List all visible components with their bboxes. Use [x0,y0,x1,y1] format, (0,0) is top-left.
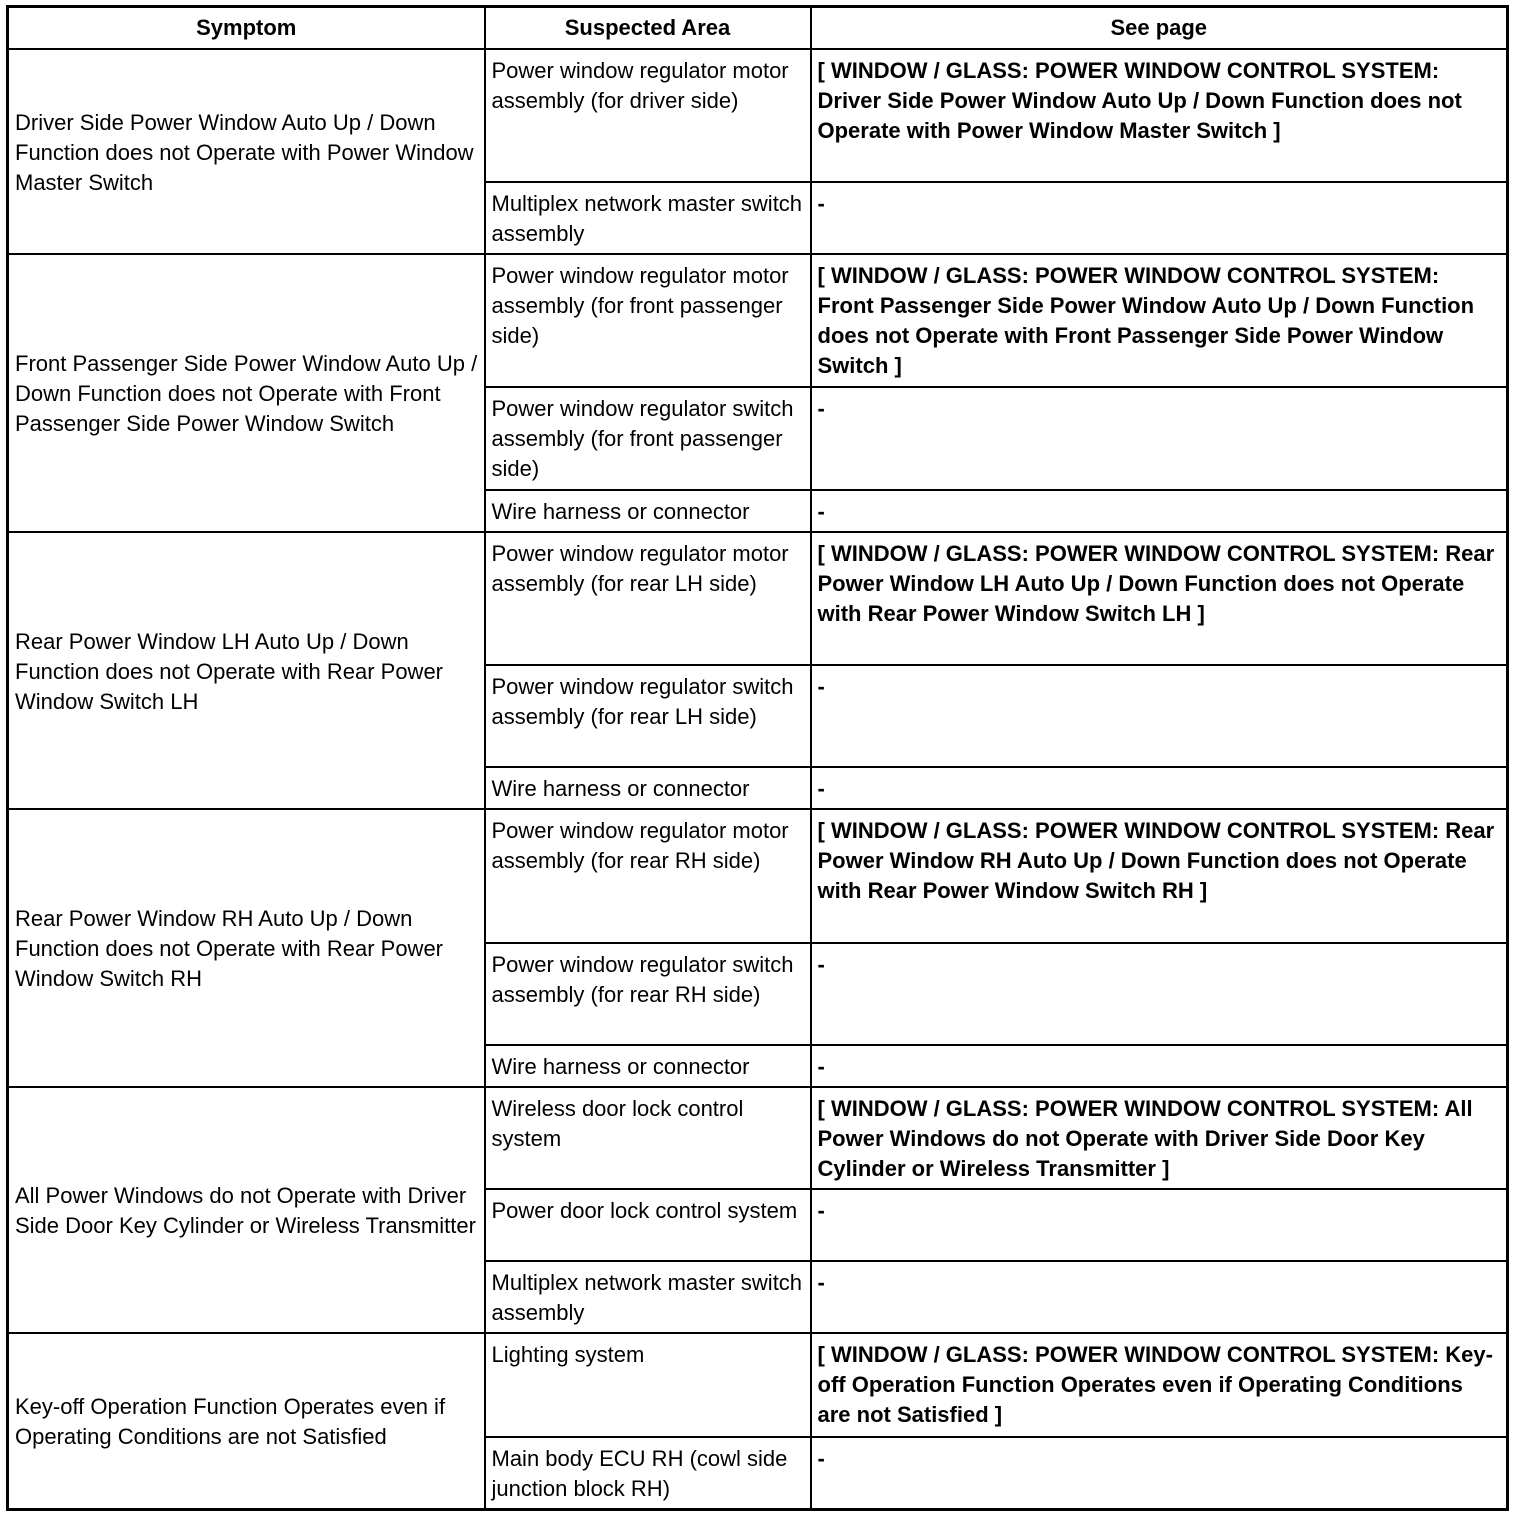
see-page-cell: - [809,1044,1509,1088]
table-row: Wire harness or connector - [8,489,1509,533]
suspected-area-cell: Power window regulator motor assembly (f… [483,531,812,666]
symptom-cell: Front Passenger Side Power Window Auto U… [6,253,486,533]
table-row: Front Passenger Side Power Window Auto U… [6,253,1509,533]
suspected-area-cell: Wire harness or connector [483,1044,812,1088]
troubleshooting-table: Symptom Suspected Area See page Driver S… [6,5,1509,1511]
see-page-cell: - [809,489,1509,533]
suspected-area-cell: Main body ECU RH (cowl side junction blo… [483,1436,812,1511]
table-row: Rear Power Window LH Auto Up / Down Func… [6,531,1509,810]
suspected-area-cell: Power window regulator motor assembly (f… [483,48,812,183]
symptom-cell: All Power Windows do not Operate with Dr… [6,1086,486,1334]
table-row: All Power Windows do not Operate with Dr… [6,1086,1509,1334]
suspected-area-cell: Multiplex network master switch assembly [483,1260,812,1334]
table-row: Power window regulator switch assembly (… [8,664,1509,768]
table-row: Multiplex network master switch assembly… [8,1260,1509,1334]
table-row: Wire harness or connector - [8,1044,1509,1088]
see-page-cell[interactable]: [ WINDOW / GLASS: POWER WINDOW CONTROL S… [809,531,1509,666]
suspected-area-cell: Wireless door lock control system [483,1086,812,1190]
see-page-cell[interactable]: [ WINDOW / GLASS: POWER WINDOW CONTROL S… [809,808,1509,944]
suspected-area-cell: Power window regulator switch assembly (… [483,664,812,768]
suspected-area-cell: Multiplex network master switch assembly [483,181,812,255]
header-suspected-area: Suspected Area [483,5,812,50]
header-symptom: Symptom [6,5,486,50]
see-page-cell: - [809,942,1509,1046]
suspected-area-cell: Wire harness or connector [483,766,812,810]
see-page-cell[interactable]: [ WINDOW / GLASS: POWER WINDOW CONTROL S… [809,253,1509,388]
see-page-cell[interactable]: [ WINDOW / GLASS: POWER WINDOW CONTROL S… [809,1086,1509,1190]
suspected-area-cell: Lighting system [483,1332,812,1438]
header-row: Symptom Suspected Area See page [6,5,1509,50]
table-row: Key-off Operation Function Operates even… [6,1332,1509,1511]
see-page-cell: - [809,1260,1509,1334]
table-row: Power door lock control system - [8,1188,1509,1262]
see-page-cell: - [809,1188,1509,1262]
suspected-area-cell: Wire harness or connector [483,489,812,533]
symptom-cell: Rear Power Window LH Auto Up / Down Func… [6,531,486,810]
see-page-cell[interactable]: [ WINDOW / GLASS: POWER WINDOW CONTROL S… [809,1332,1509,1438]
suspected-area-cell: Power window regulator switch assembly (… [483,386,812,491]
symptom-cell: Driver Side Power Window Auto Up / Down … [6,48,486,255]
see-page-cell: - [809,766,1509,810]
table-row: Driver Side Power Window Auto Up / Down … [6,48,1509,255]
suspected-area-cell: Power door lock control system [483,1188,812,1262]
table-row: Power window regulator switch assembly (… [8,386,1509,491]
table-row: Wire harness or connector - [8,766,1509,810]
header-see-page: See page [809,5,1509,50]
see-page-cell: - [809,386,1509,491]
table-row: Rear Power Window RH Auto Up / Down Func… [6,808,1509,1088]
see-page-cell: - [809,1436,1509,1511]
see-page-cell: - [809,181,1509,255]
symptom-cell: Key-off Operation Function Operates even… [6,1332,486,1511]
suspected-area-cell: Power window regulator motor assembly (f… [483,808,812,944]
see-page-cell[interactable]: [ WINDOW / GLASS: POWER WINDOW CONTROL S… [809,48,1509,183]
table-row: Main body ECU RH (cowl side junction blo… [8,1436,1509,1511]
suspected-area-cell: Power window regulator motor assembly (f… [483,253,812,388]
table-row: Multiplex network master switch assembly… [8,181,1509,255]
symptom-cell: Rear Power Window RH Auto Up / Down Func… [6,808,486,1088]
see-page-cell: - [809,664,1509,768]
suspected-area-cell: Power window regulator switch assembly (… [483,942,812,1046]
table-row: Power window regulator switch assembly (… [8,942,1509,1046]
